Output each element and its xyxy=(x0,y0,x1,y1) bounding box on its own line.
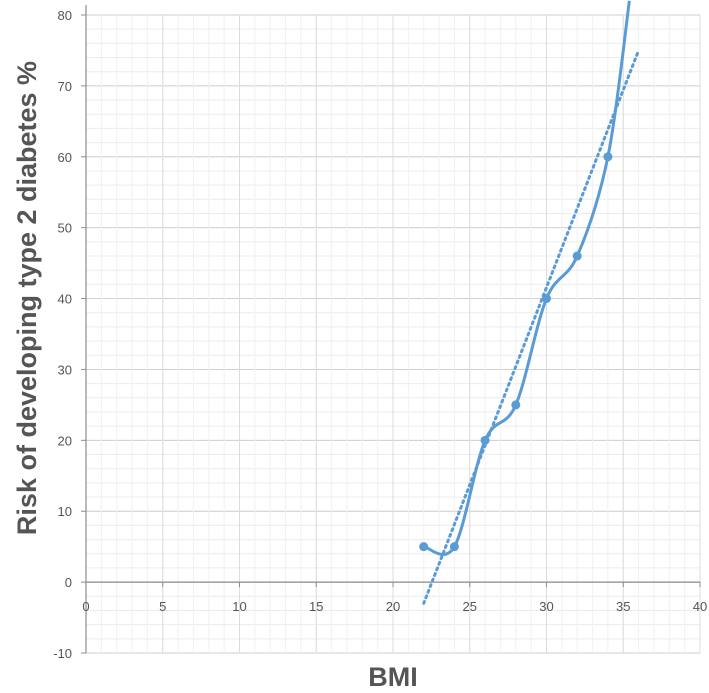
x-tick-label: 10 xyxy=(232,599,246,614)
x-tick-label: 15 xyxy=(309,599,323,614)
y-tick-label: 60 xyxy=(58,150,72,165)
x-axis-title: BMI xyxy=(368,662,418,692)
x-tick-label: 0 xyxy=(82,599,89,614)
x-tick-label: 35 xyxy=(616,599,630,614)
series-layer xyxy=(419,0,641,605)
data-point xyxy=(511,400,521,410)
tick-label-layer: 0 5 10 15 20 25 30 35 40 -10 0 10 20 30 40 50 60 70 80 xyxy=(53,8,707,661)
trendline xyxy=(422,48,641,605)
y-tick-label: 80 xyxy=(58,8,72,23)
y-tick-label: 70 xyxy=(58,79,72,94)
y-tick-label: 10 xyxy=(58,504,72,519)
data-point xyxy=(419,542,429,552)
x-tick-label: 40 xyxy=(693,599,707,614)
x-tick-label: 5 xyxy=(159,599,166,614)
data-point xyxy=(449,542,459,552)
y-tick-label: 20 xyxy=(58,433,72,448)
y-tick-label: 30 xyxy=(58,362,72,377)
x-tick-label: 30 xyxy=(539,599,553,614)
y-tick-label: 0 xyxy=(65,575,72,590)
y-tick-label: 40 xyxy=(58,292,72,307)
axis-layer xyxy=(81,5,701,654)
x-tick-label: 20 xyxy=(386,599,400,614)
y-tick-label: -10 xyxy=(53,646,72,661)
data-point xyxy=(572,251,582,261)
x-tick-label: 25 xyxy=(463,599,477,614)
y-tick-label: 50 xyxy=(58,221,72,236)
data-point xyxy=(603,152,613,162)
y-axis-title: Risk of developing type 2 diabetes % xyxy=(12,61,42,535)
grid-layer xyxy=(85,14,701,654)
